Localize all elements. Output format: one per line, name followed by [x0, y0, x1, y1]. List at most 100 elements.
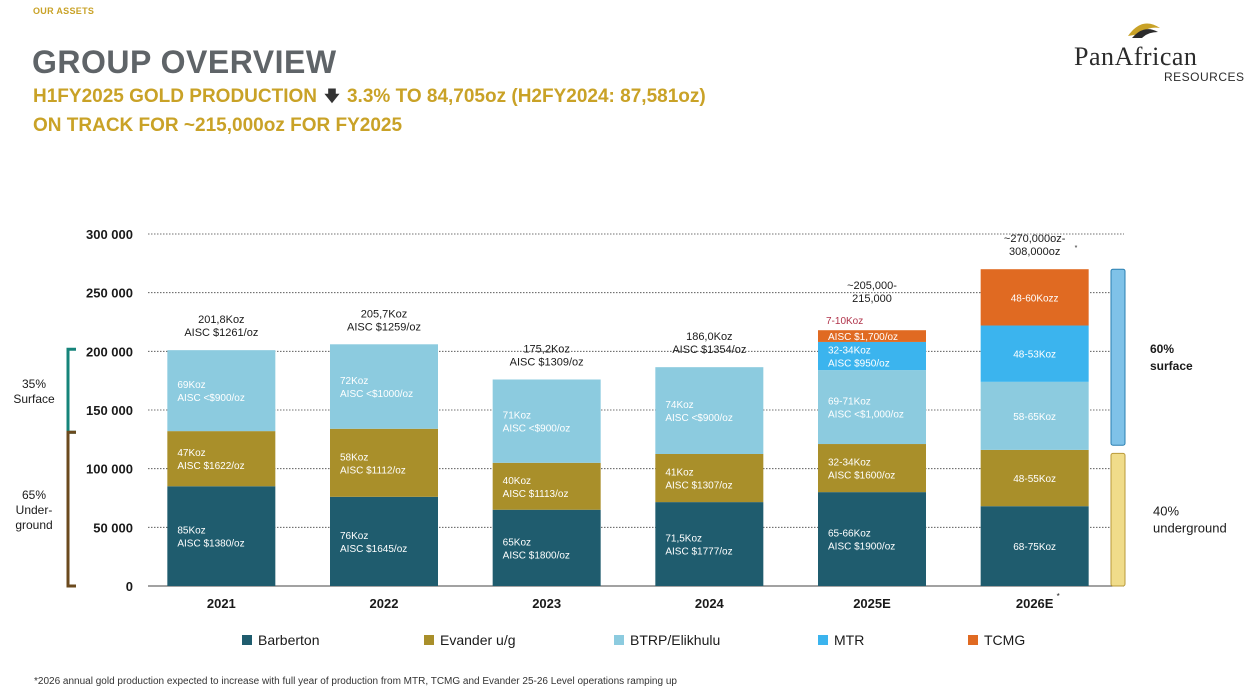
company-logo-icon	[1128, 23, 1160, 38]
bar-segment-label: 72Koz	[340, 376, 368, 387]
bar-segment	[330, 344, 438, 429]
legend-swatch-tcmg	[968, 635, 978, 645]
bar-segment-label: 65-66Koz	[828, 529, 871, 540]
share-bar-label: underground	[1153, 521, 1227, 536]
bar-segment-label: 58Koz	[340, 452, 368, 463]
legend-label-tcmg: TCMG	[984, 632, 1026, 648]
company-logo-name: PanAfrican	[1074, 42, 1198, 71]
legend-swatch-barberton	[242, 635, 252, 645]
bar-segment	[492, 379, 601, 463]
legend-label-btrp: BTRP/Elikhulu	[630, 632, 721, 648]
bar-total-annotation: 201,8Koz	[198, 314, 244, 326]
y-tick-label: 100 000	[86, 462, 133, 477]
x-tick-label: 2023	[532, 596, 561, 611]
bar-extra-annotation: 7-10Koz	[826, 316, 863, 327]
bar-segment	[980, 381, 1089, 450]
bar-segment-label: AISC $1112/oz	[340, 465, 406, 476]
bar-total-annotation: AISC $1354/oz	[672, 344, 746, 356]
bracket-label: ground	[15, 518, 52, 532]
bar-total-annotation: AISC $1309/oz	[510, 356, 584, 368]
bar-segment-label: 65Koz	[503, 537, 531, 548]
bar-segment	[330, 428, 438, 497]
bar-total-annotation: 215,000	[852, 293, 892, 305]
legend-swatch-evander	[424, 635, 434, 645]
bar-segment	[818, 444, 926, 493]
bar-segment-label: AISC $950/oz	[828, 359, 890, 370]
production-subtitle-value: 3.3% TO 84,705oz (H2FY2024: 87,581oz)	[346, 86, 706, 107]
bar-segment-label: 47Koz	[177, 448, 205, 459]
bar-segment-label: 48-60Kozz	[1011, 293, 1059, 304]
bar-segment-label: AISC $1900/oz	[828, 542, 895, 553]
bar-segment	[655, 454, 764, 503]
bar-segment	[167, 350, 276, 432]
bar-segment-label: AISC $1777/oz	[665, 547, 732, 558]
y-tick-label: 150 000	[86, 403, 133, 418]
bar-segment-label: 32-34Koz	[828, 458, 871, 469]
bar-segment-label: AISC $1622/oz	[177, 461, 244, 472]
legend-item-btrp: BTRP/Elikhulu	[614, 632, 720, 648]
bar-total-annotation: ~270,000oz-	[1004, 233, 1066, 245]
x-tick-label: 2024	[695, 596, 725, 611]
bar-segment-label: AISC <$900/oz	[177, 393, 245, 404]
bar-segment-label: 41Koz	[665, 468, 693, 479]
bar-total-annotation: AISC $1259/oz	[347, 321, 421, 333]
down-arrow-icon: 🡇	[324, 88, 340, 105]
bar-total-annotation: 175,2Koz	[523, 343, 569, 355]
bracket-label: Surface	[13, 392, 55, 406]
bar-segment	[980, 325, 1089, 382]
bar-segment-label: AISC <$1000/oz	[340, 389, 413, 400]
share-bar	[1110, 452, 1126, 587]
y-tick-label: 50 000	[93, 520, 133, 535]
y-tick-label: 200 000	[86, 344, 133, 359]
bar-segment	[980, 269, 1089, 326]
bar-segment-label: AISC <$900/oz	[665, 413, 733, 424]
bracket-line	[66, 430, 76, 588]
share-bar-label: surface	[1150, 359, 1193, 373]
bar-segment-label: AISC $1600/oz	[828, 471, 895, 482]
bar-segment	[818, 330, 926, 342]
bar-segment-label: AISC $1800/oz	[503, 550, 570, 561]
footnote: *2026 annual gold production expected to…	[34, 676, 677, 687]
bar-total-annotation: 205,7Koz	[361, 308, 407, 320]
legend-label-barberton: Barberton	[258, 632, 320, 648]
production-subtitle-lead: H1FY2025 GOLD PRODUCTION	[33, 86, 317, 107]
bar-segment	[818, 370, 926, 445]
legend-item-tcmg: TCMG	[968, 632, 1025, 648]
bar-segment	[980, 506, 1089, 586]
bar-segment-label: 69-71Koz	[828, 397, 871, 408]
bar-segment-label: AISC $1645/oz	[340, 544, 407, 555]
bar-segment	[818, 492, 926, 586]
legend-item-barberton: Barberton	[242, 632, 319, 648]
bar-segment-label: 40Koz	[503, 476, 531, 487]
bar-segment-label: 32-34Koz	[828, 346, 871, 357]
bracket-label: 65%	[22, 488, 46, 502]
bar-segment	[167, 431, 276, 487]
bar-segment-label: 76Koz	[340, 531, 368, 542]
bar-segment-label: 71,5Koz	[665, 534, 702, 545]
x-tick-label: 2026E	[1016, 596, 1054, 611]
share-bar-label: 40%	[1153, 504, 1179, 519]
bar-segment-label: AISC $1,700/oz	[828, 332, 898, 343]
bar-segment-label: 68-75Koz	[1013, 542, 1056, 553]
bar-segment-label: 85Koz	[177, 526, 205, 537]
bar-segment	[330, 496, 438, 586]
bar-segment	[167, 486, 276, 586]
chart-legend: Barberton Evander u/g BTRP/Elikhulu MTR …	[0, 632, 1257, 652]
x-tick-label: 2022	[370, 596, 399, 611]
bar-segment	[492, 462, 601, 510]
bar-segment	[492, 509, 601, 586]
bar-total-superscript: *	[1075, 245, 1078, 252]
legend-label-mtr: MTR	[834, 632, 865, 648]
bar-segment-label: 74Koz	[665, 400, 693, 411]
bar-segment	[655, 367, 764, 454]
bracket-label: Under-	[16, 503, 53, 517]
bar-segment-label: 48-53Koz	[1013, 350, 1056, 361]
bar-segment-label: AISC $1307/oz	[665, 481, 732, 492]
y-tick-label: 300 000	[86, 227, 133, 242]
bar-segment-label: AISC <$1,000/oz	[828, 410, 904, 421]
bar-segment-label: 58-65Koz	[1013, 412, 1056, 423]
bar-segment-label: AISC $1380/oz	[177, 539, 244, 550]
x-tick-superscript: *	[1057, 592, 1060, 601]
x-tick-label: 2021	[207, 596, 236, 611]
